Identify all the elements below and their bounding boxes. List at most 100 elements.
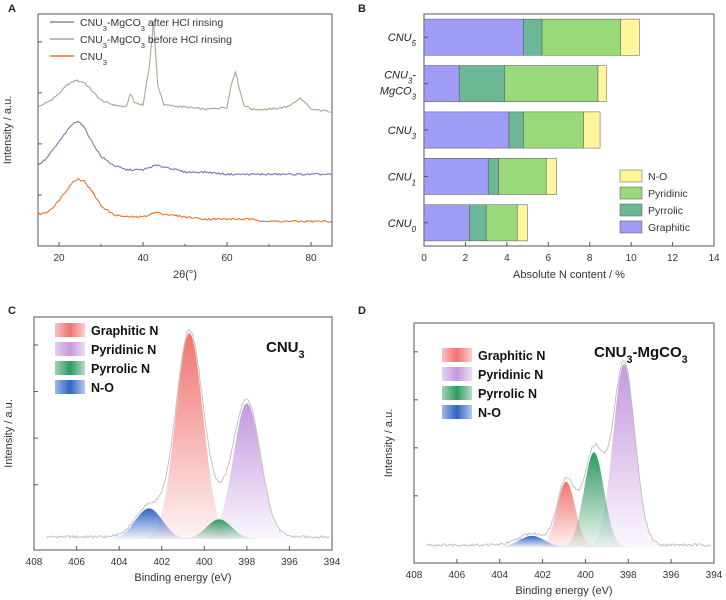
category-label-b: CNU3 <box>388 125 417 141</box>
legend-label-c: N-O <box>91 381 114 395</box>
legend-swatch-b <box>619 186 643 200</box>
panel-a: A 20 40 60 80 2θ(°) Intensity / a.u. CNU3-MgCO3… <box>2 3 333 281</box>
x-tick-label-a: 80 <box>305 253 317 264</box>
x-tick-label-a: 20 <box>53 253 65 264</box>
bar-segment-pyridinic <box>523 111 584 149</box>
x-tick-label-a: 60 <box>221 253 233 264</box>
x-tick-label-b: 14 <box>708 253 720 264</box>
x-tick-label-b: 4 <box>504 253 510 264</box>
legend-swatch-d <box>442 405 472 419</box>
category-label-b: CNU0 <box>388 218 417 234</box>
bar-segment-pyridinic <box>498 158 547 195</box>
legend-label-b: Pyrrolic <box>648 205 683 217</box>
chart-title-c: CNU3 <box>266 339 305 361</box>
x-tick-label-c: 406 <box>68 557 85 568</box>
series-line-a-2 <box>37 177 333 223</box>
category-label-b: CNU3- <box>384 70 416 86</box>
panel-label-a: A <box>8 3 16 15</box>
panel-b: B 0 2 4 6 8 10 12 14 Absolute N content / % CNU5 CN… <box>358 3 720 281</box>
x-tick-label-d: 396 <box>663 570 680 581</box>
bar-segment-pyrrolic <box>469 204 487 242</box>
category-label-b: CNU1 <box>388 171 416 187</box>
x-tick-label-b: 2 <box>463 253 469 264</box>
plot-frame-a <box>37 13 333 247</box>
legend-label-a: CNU3-MgCO3 before HCl rinsing <box>80 34 232 50</box>
legend-swatch-c <box>55 380 85 394</box>
x-tick-label-d: 400 <box>577 570 594 581</box>
panel-label-d: D <box>358 305 366 317</box>
peak-pyrrolicn <box>151 519 288 539</box>
panel-label-c: C <box>8 305 16 317</box>
x-tick-label-b: 0 <box>421 253 427 264</box>
x-tick-label-b: 8 <box>587 253 593 264</box>
legend-swatch-c <box>55 342 85 356</box>
legend-label-d: Graphitic N <box>478 349 545 363</box>
x-tick-label-d: 404 <box>491 570 508 581</box>
bar-segment-no <box>583 111 601 149</box>
legend-label-d: N-O <box>478 406 501 420</box>
bar-segment-pyridinic <box>485 204 518 242</box>
panel-c: C 408 406 404 402 400 398 396 394 Binding energy … <box>3 305 341 584</box>
bar-segment-pyrrolic <box>487 158 499 195</box>
legend-swatch-b <box>619 169 643 183</box>
x-tick-label-c: 394 <box>324 557 341 568</box>
bar-segment-no <box>545 158 557 195</box>
plot-frame-d <box>413 322 715 564</box>
x-tick-label-b: 10 <box>626 253 638 264</box>
series-line-a-1 <box>37 120 333 177</box>
legend-label-b: N-O <box>648 171 667 183</box>
bar-segment-pyrrolic <box>523 18 543 56</box>
x-tick-label-c: 398 <box>239 557 256 568</box>
legend-label-c: Pyrrolic N <box>91 362 150 376</box>
chart-title-d: CNU3-MgCO3 <box>594 344 688 366</box>
peak-graphiticn <box>497 481 635 548</box>
legend-label-c: Pyridinic N <box>91 343 156 357</box>
x-tick-label-d: 398 <box>620 570 637 581</box>
peak-graphiticn <box>121 333 258 539</box>
x-tick-label-c: 396 <box>281 557 298 568</box>
legend-swatch-d <box>442 386 472 400</box>
bar-segment-no <box>516 204 528 242</box>
y-axis-label-a: Intensity / a.u. <box>2 96 14 164</box>
x-tick-label-c: 408 <box>26 557 43 568</box>
x-axis-label-c: Binding energy (eV) <box>134 572 231 584</box>
bar-segment-graphitic <box>423 18 524 56</box>
legend-label-d: Pyrrolic N <box>478 387 537 401</box>
peak-pyridinicn <box>555 364 693 548</box>
plot-frame-c <box>33 316 333 551</box>
panel-d: D 408 406 404 402 400 398 396 394 Binding energy … <box>358 305 723 597</box>
legend-label-a: CNU3-MgCO3 after HCl rinsing <box>80 17 223 33</box>
x-tick-label-d: 408 <box>406 570 423 581</box>
x-axis-label-a: 2θ(°) <box>173 269 197 281</box>
category-label-b-line2: MgCO3 <box>380 86 417 102</box>
x-axis-label-b: Absolute N content / % <box>513 269 625 281</box>
bar-segment-graphitic <box>423 204 470 242</box>
bar-segment-graphitic <box>423 65 460 102</box>
bar-segment-pyridinic <box>504 65 599 102</box>
category-label-b: CNU5 <box>388 32 417 48</box>
panel-label-b: B <box>358 3 366 15</box>
x-tick-label-d: 406 <box>449 570 466 581</box>
legend-label-b: Pyridinic <box>648 188 688 200</box>
x-tick-label-b: 12 <box>667 253 679 264</box>
raw-envelope-d <box>426 360 711 548</box>
legend-label-c: Graphitic N <box>91 324 158 338</box>
y-axis-label-d: Intensity / a.u. <box>383 409 395 477</box>
bar-segment-pyridinic <box>541 18 622 56</box>
legend-swatch-b <box>619 203 643 217</box>
x-tick-label-c: 400 <box>196 557 213 568</box>
legend-swatch-c <box>55 323 85 337</box>
legend-label-b: Graphitic <box>648 222 690 234</box>
legend-swatch-d <box>442 367 472 381</box>
x-tick-label-c: 404 <box>111 557 128 568</box>
x-tick-label-d: 402 <box>534 570 551 581</box>
bar-segment-graphitic <box>423 111 510 149</box>
x-tick-label-b: 6 <box>546 253 552 264</box>
legend-swatch-b <box>619 220 643 234</box>
bar-segment-no <box>597 65 607 102</box>
peak-pyridinicn <box>178 403 315 539</box>
x-tick-label-c: 402 <box>153 557 170 568</box>
x-tick-label-d: 394 <box>706 570 723 581</box>
bar-segment-no <box>620 18 640 56</box>
bar-segment-graphitic <box>423 158 489 195</box>
